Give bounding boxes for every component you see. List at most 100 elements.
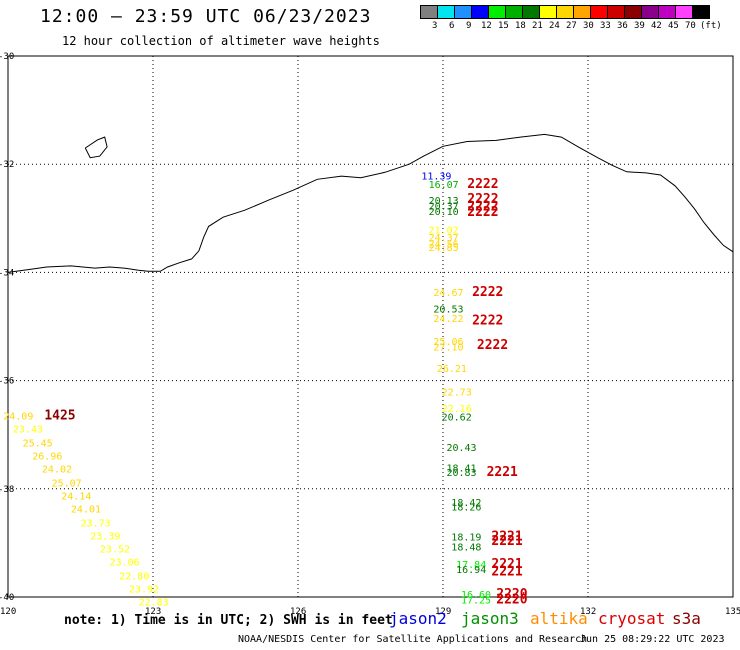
obs-time-label: 2220 (496, 592, 527, 607)
satellite-name: jason2 (389, 609, 447, 628)
legend-tick-label: (ft) (700, 21, 722, 31)
wave-height-label: 23.73 (81, 519, 111, 530)
wave-height-label: 20.37 (429, 202, 459, 213)
wave-height-label: 18.41 (446, 463, 476, 474)
legend-swatch (692, 5, 710, 19)
wave-height-label: 27.10 (433, 342, 463, 353)
wave-height-label: 20.53 (433, 304, 463, 315)
wave-height-label: 22.80 (119, 572, 149, 583)
wave-height-label: 23.52 (100, 545, 130, 556)
lon-tick-label: 135 (725, 607, 740, 617)
footnote: note: 1) Time is in UTC; 2) SWH is in fe… (64, 613, 393, 628)
satellite-name: s3a (672, 609, 701, 628)
legend-swatches (420, 5, 710, 19)
obs-time-label: 2221 (491, 534, 522, 549)
wave-height-label: 24.09 (3, 412, 33, 423)
legend-tick-label: 30 (583, 21, 594, 31)
map-frame (7, 55, 734, 598)
wave-height-label: 18.48 (451, 542, 481, 553)
obs-time-label: 2222 (467, 192, 498, 207)
wave-height-label: 20.62 (442, 413, 472, 424)
wave-height-label: 23.92 (129, 585, 159, 596)
obs-time-label: 2222 (467, 177, 498, 192)
wave-height-label: 16.60 (461, 590, 491, 601)
obs-time-label: 2221 (491, 557, 522, 572)
legend-tick-label: 18 (515, 21, 526, 31)
credit-line: NOAA/NESDIS Center for Satellite Applica… (238, 634, 588, 645)
legend-tick-label: 12 (481, 21, 492, 31)
page-subtitle: 12 hour collection of altimeter wave hei… (62, 34, 380, 48)
color-legend: 3 6 9 12 15 18 21 24 27 30 33 36 39 42 45 70 (ft) (420, 5, 722, 31)
wave-height-label: 25.45 (23, 439, 53, 450)
wave-height-label: 24.22 (433, 314, 463, 325)
wave-height-label: 24.56 (429, 240, 459, 251)
satellite-name: cryosat (598, 609, 666, 628)
lat-tick-label: -38 (0, 485, 14, 495)
obs-time-label: 1425 (44, 409, 75, 424)
legend-tick-label: 70 (685, 21, 696, 31)
lat-tick-label: -40 (0, 593, 14, 603)
legend-tick-label: 45 (668, 21, 679, 31)
wave-height-label: 16.94 (456, 565, 486, 576)
legend-labels: 3 6 9 12 15 18 21 24 27 30 33 36 39 42 45 70 (ft) (420, 19, 722, 31)
obs-time-label: 2222 (477, 338, 508, 353)
wave-height-label: 18.26 (451, 502, 481, 513)
legend-tick-label: 9 (466, 21, 472, 31)
wave-height-label: 21.02 (429, 225, 459, 236)
satellite-name: altika (530, 609, 588, 628)
wave-height-label: 25.07 (52, 479, 82, 490)
lon-tick-label: 123 (145, 607, 161, 617)
wave-height-label: 26.96 (32, 452, 62, 463)
wave-height-label: 23.06 (110, 558, 140, 569)
wave-height-label: 24.67 (433, 288, 463, 299)
obs-time-label: 2221 (487, 465, 518, 480)
wave-height-label: 20.43 (446, 443, 476, 454)
legend-tick-label: 27 (566, 21, 577, 31)
wave-height-label: 22.73 (442, 388, 472, 399)
obs-time-label: 2222 (467, 200, 498, 215)
wave-height-label: 23.39 (90, 532, 120, 543)
lat-tick-label: -30 (0, 52, 14, 62)
lon-tick-label: 120 (0, 607, 16, 617)
map-grid (7, 55, 734, 598)
legend-tick-label: 42 (651, 21, 662, 31)
wave-height-label: 17.84 (456, 560, 486, 571)
generated-timestamp: Jun 25 08:29:22 UTC 2023 (580, 634, 725, 645)
lon-tick-label: 129 (435, 607, 451, 617)
wave-height-label: 16.07 (429, 180, 459, 191)
legend-tick-label: 39 (634, 21, 645, 31)
wave-height-label: 20.83 (446, 468, 476, 479)
legend-tick-label: 3 (432, 21, 438, 31)
legend-tick-label: 36 (617, 21, 628, 31)
wave-height-label: 23.43 (13, 425, 43, 436)
wave-height-label: 17.25 (461, 595, 491, 606)
legend-tick-label: 6 (449, 21, 455, 31)
wave-height-label: 22.83 (139, 598, 169, 609)
obs-time-label: 2222 (472, 313, 503, 328)
wave-height-label: 11.39 (421, 171, 451, 182)
lat-tick-label: -34 (0, 268, 14, 278)
wave-height-label: 24.01 (71, 505, 101, 516)
obs-time-label: 2221 (491, 530, 522, 545)
wave-height-label: 26.21 (437, 364, 467, 375)
legend-tick-label: 15 (498, 21, 509, 31)
obs-time-label: 2222 (472, 285, 503, 300)
satellite-name: jason3 (461, 609, 519, 628)
axis-labels: 120 123 126 129 132 135 -30 -32 -34 -36 -38 -40 (0, 52, 740, 617)
wave-height-label: 20.10 (429, 207, 459, 218)
legend-tick-label: 21 (532, 21, 543, 31)
wave-height-label: 18.19 (451, 533, 481, 544)
lat-tick-label: -32 (0, 160, 14, 170)
legend-tick-label: 33 (600, 21, 611, 31)
wave-height-label: 18.42 (451, 498, 481, 509)
lon-tick-label: 132 (580, 607, 596, 617)
lon-tick-label: 126 (290, 607, 306, 617)
coastline (7, 133, 734, 273)
legend-tick-label: 24 (549, 21, 560, 31)
wave-height-label: 24.02 (42, 465, 72, 476)
island-outline (84, 136, 108, 159)
wave-height-label: 24.85 (429, 243, 459, 254)
obs-time-label: 2222 (467, 205, 498, 220)
